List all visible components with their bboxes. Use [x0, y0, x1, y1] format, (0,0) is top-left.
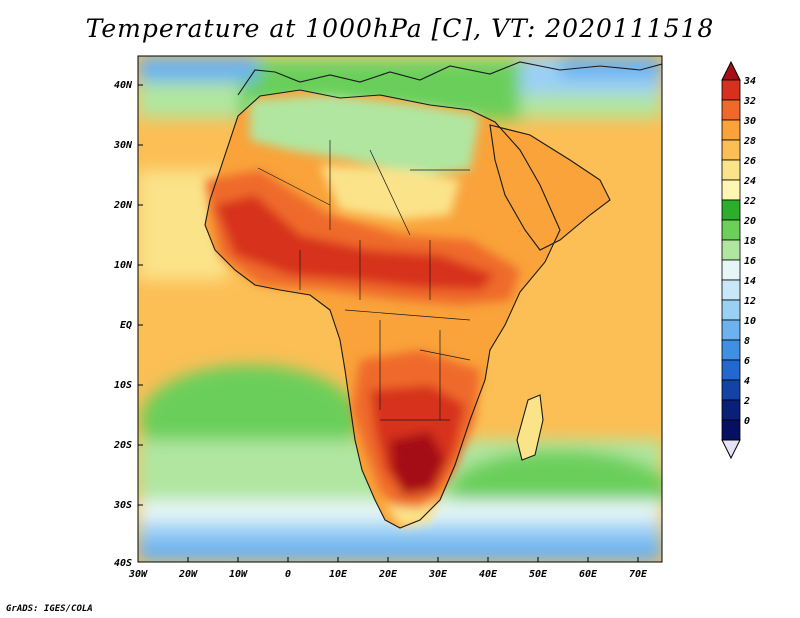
colorbar-swatch [721, 99, 741, 121]
colorbar-swatch [721, 319, 741, 341]
lat-label: 20N [113, 200, 133, 211]
colorbar-swatch [721, 159, 741, 181]
europe-coastline [237, 61, 662, 96]
lat-label: 40N [114, 80, 133, 91]
colorbar-label: 6 [744, 356, 750, 367]
colorbar-label: 20 [743, 216, 756, 227]
colorbar-label: 24 [743, 176, 756, 187]
latitude-axis: 40N 30N 20N 10N EQ 10S 20S 30S 40S [113, 80, 133, 569]
colorbar-label: 14 [744, 276, 756, 287]
atlantic-north-blue [138, 56, 258, 82]
longitude-ticks [187, 557, 639, 562]
arabia-land [490, 125, 610, 250]
map-title: Temperature at 1000hPa [C], VT: 20201115… [85, 14, 715, 43]
arabia-coastline [489, 124, 611, 251]
lat-label: EQ [120, 320, 132, 331]
lon-label: 60E [579, 569, 598, 580]
madagascar-land [517, 395, 543, 460]
colorbar-label: 30 [743, 116, 756, 127]
colorbar-label: 22 [743, 196, 756, 207]
africa-coastline [204, 89, 561, 529]
colorbar-swatch [721, 259, 741, 281]
colorbar-swatch [721, 199, 741, 221]
colorbar-label: 28 [743, 136, 756, 147]
colorbar-swatch [721, 279, 741, 301]
lon-label: 50E [529, 569, 548, 580]
map-frame [137, 55, 663, 563]
southern-africa-extreme [390, 432, 445, 495]
longitude-axis: 30W 20W 10W 0 10E 20E 30E 40E 50E 60E 70… [128, 569, 648, 580]
lon-label: 20E [378, 569, 398, 580]
south-coast-mild [385, 498, 440, 528]
lon-label: 70E [629, 569, 648, 580]
colorbar-swatch [721, 339, 741, 361]
colorbar-label: 4 [744, 376, 750, 387]
sahara-north-cool [250, 95, 480, 175]
colorbar-swatch [721, 239, 741, 261]
colorbar-end-low [721, 439, 741, 460]
lon-label: 40E [479, 569, 498, 580]
colorbar-label: 18 [744, 236, 756, 247]
colorbar-swatch [721, 79, 741, 101]
colorbar-label: 32 [743, 96, 756, 107]
colorbar-swatch [721, 399, 741, 421]
colorbar-label: 34 [743, 76, 756, 87]
latitude-ticks [138, 84, 143, 506]
lat-label: 40S [114, 558, 132, 569]
lon-label: 0 [285, 569, 291, 580]
lat-label: 30S [113, 500, 132, 511]
colorbar-swatch [721, 379, 741, 401]
colorbar-label: 26 [743, 156, 756, 167]
colorbar-swatch [721, 419, 741, 441]
colorbar-label: 0 [744, 416, 750, 427]
colorbar-swatch [721, 299, 741, 321]
colorbar-label: 12 [744, 296, 756, 307]
lon-label: 10W [229, 569, 248, 580]
colorbar-end-high [721, 60, 741, 81]
colorbar-swatch [721, 359, 741, 381]
lat-label: 10S [114, 380, 132, 391]
lon-label: 20W [178, 569, 198, 580]
sahel-hottest [215, 195, 495, 290]
lat-label: 20S [113, 440, 132, 451]
south-blue [138, 540, 662, 562]
lat-label: 10N [114, 260, 133, 271]
lon-label: 30E [428, 569, 448, 580]
lon-label: 30W [128, 569, 148, 580]
country-borders [257, 140, 471, 421]
temperature-field [138, 56, 662, 562]
colorbar-label: 2 [743, 396, 750, 407]
colorbar-swatch [721, 139, 741, 161]
madagascar-coastline [516, 394, 544, 461]
colorbar-swatch [721, 179, 741, 201]
lon-label: 10E [329, 569, 348, 580]
colorbar-label: 16 [744, 256, 756, 267]
colorbar-label: 10 [744, 316, 756, 327]
colorbar-swatch [721, 119, 741, 141]
colorbar-swatch [721, 219, 741, 241]
colorbar-label: 8 [744, 336, 750, 347]
south-light-blue [138, 522, 662, 544]
credit-text: GrADS: IGES/COLA [6, 604, 93, 614]
lat-label: 30N [113, 140, 133, 151]
